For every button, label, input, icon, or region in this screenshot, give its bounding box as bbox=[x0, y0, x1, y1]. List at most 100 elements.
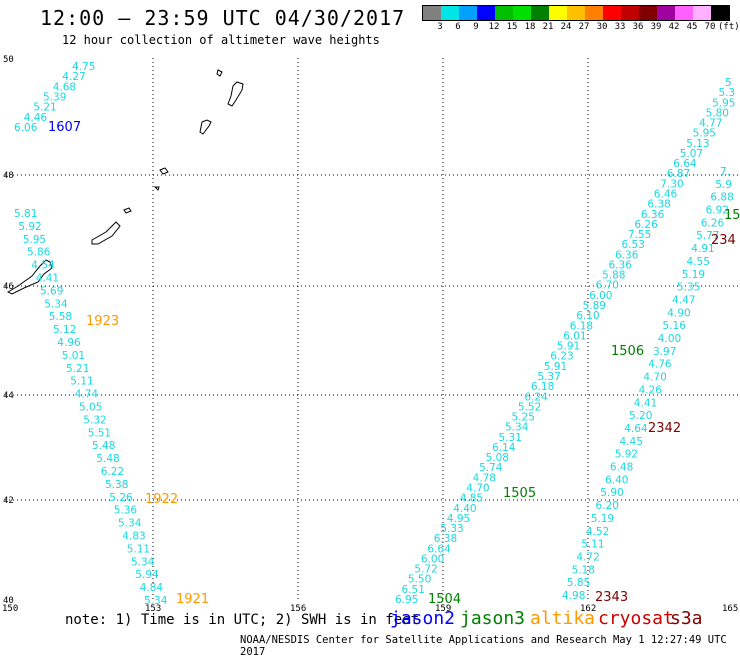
page-title: 12:00 — 23:59 UTC 04/30/2017 bbox=[40, 6, 406, 30]
swh-value: 6.14 bbox=[492, 442, 516, 454]
swh-value: 5.12 bbox=[53, 324, 76, 336]
swh-value: 5.58 bbox=[49, 311, 72, 323]
legend-swatch bbox=[621, 6, 639, 20]
swh-value: 6.53 bbox=[622, 239, 645, 251]
swh-value: 4.26 bbox=[639, 384, 663, 396]
swh-value: 4.70 bbox=[643, 372, 666, 384]
swh-value: 6.88 bbox=[710, 192, 733, 204]
swh-value: 5.39 bbox=[43, 92, 66, 104]
swh-value: 6.70 bbox=[596, 280, 619, 292]
swh-value: 4.84 bbox=[140, 582, 164, 594]
time-marker: 1921 bbox=[176, 592, 209, 607]
swh-value: 5.34 bbox=[44, 298, 68, 310]
swh-value: 4.41 bbox=[634, 397, 657, 409]
swh-value: 5.20 bbox=[629, 410, 652, 422]
legend-label: 42 bbox=[668, 22, 680, 32]
lat-tick-label: 42 bbox=[3, 496, 14, 506]
legend-label: 36 bbox=[632, 22, 644, 32]
swh-value: 5.91 bbox=[544, 361, 567, 373]
swh-value: 6.40 bbox=[605, 474, 628, 486]
swh-value: 6.26 bbox=[634, 219, 658, 231]
satellite-jason2: jason2 bbox=[390, 608, 456, 629]
swh-value: 4.96 bbox=[57, 337, 81, 349]
legend-swatch bbox=[459, 6, 477, 20]
lon-tick-label: 156 bbox=[290, 604, 306, 614]
swh-value: 4.55 bbox=[687, 256, 710, 268]
swh-value: 4.74 bbox=[75, 389, 99, 401]
swh-value: 5.21 bbox=[33, 102, 56, 114]
swh-value: 6.95 bbox=[395, 594, 418, 606]
legend-swatch bbox=[495, 6, 513, 20]
legend-swatch bbox=[477, 6, 495, 20]
island-2 bbox=[216, 69, 223, 77]
swh-value: 5.11 bbox=[581, 539, 604, 551]
swh-value: 5.91 bbox=[557, 341, 580, 353]
swh-value: 5.72 bbox=[414, 564, 437, 576]
swh-value: 5.18 bbox=[572, 564, 595, 576]
legend-swatch bbox=[585, 6, 603, 20]
lat-tick-label: 44 bbox=[3, 391, 14, 401]
lat-tick-label: 40 bbox=[3, 596, 14, 606]
island-1 bbox=[227, 81, 244, 107]
swh-value: 6.36 bbox=[615, 249, 639, 261]
swh-value: 4.76 bbox=[648, 359, 672, 371]
swh-value: 5.36 bbox=[114, 505, 138, 517]
swh-value: 5.37 bbox=[537, 371, 560, 383]
satellite-altika: altika bbox=[530, 608, 596, 629]
swh-value: 5.38 bbox=[105, 479, 128, 491]
swh-value: 5.85 bbox=[567, 577, 590, 589]
swh-value: 5.89 bbox=[583, 300, 606, 312]
legend-label: 21 bbox=[542, 22, 554, 32]
time-marker: 2342 bbox=[648, 421, 681, 436]
swh-value: 5.32 bbox=[83, 414, 106, 426]
swh-value: 6.26 bbox=[701, 217, 725, 229]
legend-swatch bbox=[639, 6, 657, 20]
credit-line: NOAA/NESDIS Center for Satellite Applica… bbox=[240, 634, 727, 658]
lon-tick-label: 165 bbox=[722, 604, 738, 614]
swh-value: 5.90 bbox=[600, 487, 623, 499]
swh-value: 4.68 bbox=[53, 81, 76, 93]
swh-value: 5.05 bbox=[79, 402, 102, 414]
swh-value: 5.95 bbox=[693, 128, 716, 140]
swh-value: 4.52 bbox=[586, 526, 609, 538]
legend-swatch bbox=[513, 6, 531, 20]
swh-value: 5.33 bbox=[440, 523, 463, 535]
swh-value: 6.18 bbox=[570, 320, 593, 332]
swh-value: 5.48 bbox=[96, 453, 119, 465]
island-5 bbox=[153, 186, 160, 191]
legend-swatch bbox=[423, 6, 441, 20]
swh-value: 5.9 bbox=[715, 179, 732, 191]
swh-value: 5.48 bbox=[92, 440, 115, 452]
swh-value: 4.90 bbox=[667, 307, 690, 319]
swh-value: 6.64 bbox=[427, 543, 451, 555]
swh-value: 6.64 bbox=[673, 158, 697, 170]
time-marker: 1922 bbox=[145, 492, 178, 507]
swh-value: 6.24 bbox=[524, 391, 548, 403]
swh-value: 6.23 bbox=[550, 351, 573, 363]
swh-value: 5.01 bbox=[62, 350, 85, 362]
swh-value: 5.3 bbox=[719, 87, 736, 99]
map-background bbox=[0, 56, 740, 602]
swh-value: 4.27 bbox=[62, 71, 85, 83]
swh-value: 5 bbox=[725, 77, 732, 89]
legend-label: 30 bbox=[596, 22, 608, 32]
swh-value: 5.80 bbox=[706, 107, 729, 119]
time-marker: 1923 bbox=[86, 314, 119, 329]
legend-unit: (ft) bbox=[718, 22, 740, 32]
swh-value: 5.11 bbox=[127, 543, 150, 555]
swh-value: 5.81 bbox=[14, 208, 37, 220]
swh-value: 5.92 bbox=[18, 221, 41, 233]
swh-value: 5.77 bbox=[696, 230, 719, 242]
swh-value: 5.34 bbox=[505, 422, 529, 434]
time-marker: 2343 bbox=[595, 590, 628, 605]
island-4 bbox=[159, 167, 169, 175]
legend-label: 18 bbox=[524, 22, 536, 32]
swh-value: 5.35 bbox=[677, 282, 700, 294]
color-legend bbox=[422, 5, 730, 21]
legend-label: 15 bbox=[506, 22, 518, 32]
satellite-jason3: jason3 bbox=[460, 608, 526, 629]
swh-value: 4.98 bbox=[562, 590, 585, 602]
swh-value: 6.18 bbox=[531, 381, 554, 393]
swh-value: 5.92 bbox=[615, 449, 638, 461]
swh-value: 5.25 bbox=[512, 412, 535, 424]
